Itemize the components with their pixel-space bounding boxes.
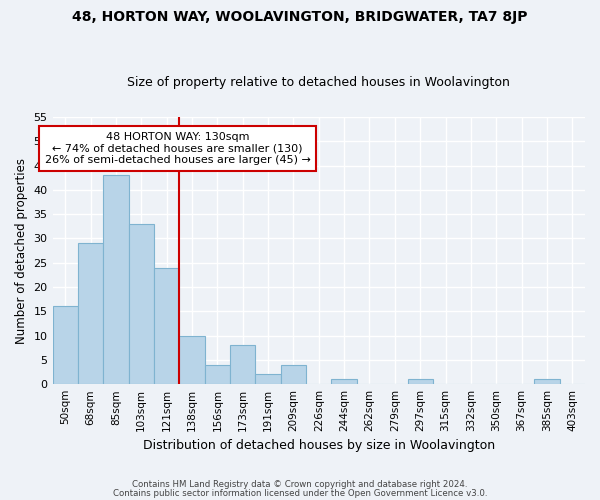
- Text: 48 HORTON WAY: 130sqm
← 74% of detached houses are smaller (130)
26% of semi-det: 48 HORTON WAY: 130sqm ← 74% of detached …: [45, 132, 311, 165]
- Bar: [103, 176, 128, 384]
- Title: Size of property relative to detached houses in Woolavington: Size of property relative to detached ho…: [127, 76, 510, 90]
- Bar: [281, 365, 306, 384]
- Bar: [205, 365, 230, 384]
- Y-axis label: Number of detached properties: Number of detached properties: [15, 158, 28, 344]
- Bar: [534, 380, 560, 384]
- Bar: [179, 336, 205, 384]
- Bar: [78, 244, 103, 384]
- Bar: [331, 380, 357, 384]
- Bar: [128, 224, 154, 384]
- Text: 48, HORTON WAY, WOOLAVINGTON, BRIDGWATER, TA7 8JP: 48, HORTON WAY, WOOLAVINGTON, BRIDGWATER…: [72, 10, 528, 24]
- Text: Contains public sector information licensed under the Open Government Licence v3: Contains public sector information licen…: [113, 488, 487, 498]
- Bar: [154, 268, 179, 384]
- Bar: [230, 346, 256, 384]
- Bar: [256, 374, 281, 384]
- X-axis label: Distribution of detached houses by size in Woolavington: Distribution of detached houses by size …: [143, 440, 495, 452]
- Text: Contains HM Land Registry data © Crown copyright and database right 2024.: Contains HM Land Registry data © Crown c…: [132, 480, 468, 489]
- Bar: [407, 380, 433, 384]
- Bar: [53, 306, 78, 384]
